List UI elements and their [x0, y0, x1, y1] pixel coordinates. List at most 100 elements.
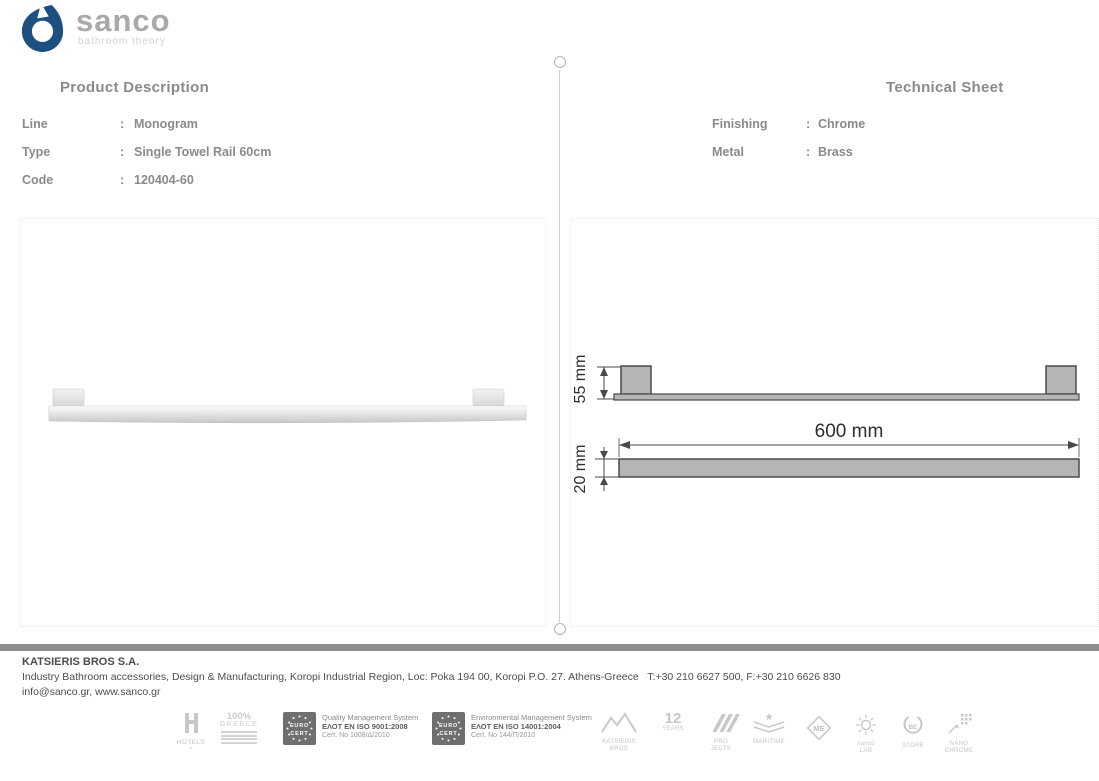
hotels-cert: HOTELS * [174, 712, 208, 753]
projects-mark: PRO JECTS [698, 712, 744, 753]
icon-label: KATSIERIS [602, 739, 636, 745]
environmental-cert-line2: ΕΛΟΤ EN ISO 14001:2004 [471, 722, 561, 731]
sanco-lab-mark: sanco LAB [843, 712, 889, 755]
quality-cert-line2: ΕΛΟΤ EN ISO 9001:2008 [322, 722, 408, 731]
me-label: ME [813, 724, 824, 733]
field-label: Finishing [712, 117, 768, 131]
icon-label: JECTS [710, 746, 732, 752]
quality-cert-line1: Quality Management System [322, 713, 419, 722]
diamond-icon: ME [806, 715, 832, 741]
towel-rail-image [48, 388, 527, 424]
field-separator: : [120, 145, 125, 159]
eurocert-quality-badge: EURO CERT [283, 712, 316, 745]
technical-drawing-panel: 55 mm 600 mm 20 mm [570, 218, 1099, 627]
field-value: Monogram [134, 117, 198, 131]
hotels-star: * [189, 746, 193, 753]
center-divider [559, 70, 560, 622]
field-row-code: Code : 120404-60 [22, 173, 542, 189]
maritime-icon [753, 713, 785, 733]
be-store-mark: BE STORE [890, 712, 936, 750]
thickness-dimension [595, 447, 619, 491]
length-dimension [618, 438, 1080, 457]
icon-label: sanco [857, 741, 875, 747]
technical-drawing: 55 mm 600 mm 20 mm [572, 355, 1080, 494]
height-dimension [597, 366, 621, 400]
maritime-mark: MARITIME [746, 712, 792, 746]
nano-grid-icon [948, 714, 972, 734]
brand-tagline: bathroom theory [78, 36, 166, 47]
product-fields: Line : Monogram Type : Single Towel Rail… [22, 117, 542, 189]
katsieris-bros-mark: KATSIERIS BROS [596, 712, 642, 753]
field-row-line: Line : Monogram [22, 117, 542, 133]
footer-divider-bar [0, 644, 1099, 651]
technical-sheet-heading: Technical Sheet [886, 79, 1004, 97]
side-view-drawing [613, 365, 1080, 401]
greece-label: GREECE [219, 721, 259, 728]
eurocert-word-top: EURO [439, 723, 458, 729]
icon-label: NANO [949, 741, 969, 747]
eurocert-stars-icon: EURO CERT [435, 715, 462, 742]
product-description-heading: Product Description [60, 79, 210, 97]
field-label: Metal [712, 145, 744, 159]
field-label: Line [22, 117, 48, 131]
eurocert-environmental-badge: EURO CERT [432, 712, 465, 745]
quality-cert-line3: Cert. No 1008/Δ/2010 [322, 732, 390, 739]
icon-label: STORE [901, 743, 925, 749]
thickness-dimension-label: 20 mm [572, 445, 589, 494]
field-value: Brass [818, 145, 853, 159]
field-separator: : [120, 173, 125, 187]
field-row-finishing: Finishing : Chrome [712, 117, 1099, 133]
eurocert-word-bottom: CERT [290, 731, 308, 737]
field-value: Chrome [818, 117, 866, 131]
environmental-cert-line3: Cert. No 144/Π/2010 [471, 732, 536, 739]
hotels-label: HOTELS [176, 739, 206, 746]
quality-cert-text: Quality Management System ΕΛΟΤ EN ISO 90… [322, 713, 418, 740]
mountains-icon [601, 712, 637, 733]
hotels-icon [185, 713, 198, 733]
field-separator: : [120, 117, 125, 131]
sun-icon [856, 715, 876, 735]
company-address: Industry Bathroom accessories, Design & … [22, 671, 841, 683]
divider-circle-bottom [554, 623, 566, 635]
brand-header: sanco bathroom theory [20, 4, 171, 52]
environmental-cert-text: Environmental Management System ΕΛΟΤ EN … [471, 713, 592, 740]
field-row-metal: Metal : Brass [712, 145, 1099, 161]
top-view-bar [618, 458, 1080, 478]
environmental-cert-line1: Environmental Management System [471, 713, 592, 722]
twelve-years-mark: 12 YEARS [650, 710, 696, 733]
technical-fields: Finishing : Chrome Metal : Brass [712, 117, 1099, 161]
eurocert-word-top: EURO [290, 723, 309, 729]
company-contact: info@sanco.gr, www.sanco.gr [22, 686, 161, 698]
product-image-panel [20, 218, 546, 627]
greece-lines-icon [218, 731, 260, 744]
icon-label: MARITIME [753, 739, 785, 745]
greece-cert: 100% GREECE [218, 712, 260, 745]
field-label: Type [22, 145, 51, 159]
brand-name: sanco [76, 3, 171, 38]
me-mark: ME [796, 712, 842, 749]
icon-label: LAB [859, 748, 873, 754]
years-number: 12 [664, 710, 682, 727]
field-label: Code [22, 173, 54, 187]
eurocert-stars-icon: EURO CERT [286, 715, 313, 742]
icon-label: BROS [609, 746, 629, 752]
field-separator: : [806, 145, 811, 159]
height-dimension-label: 55 mm [572, 355, 589, 404]
field-value: 120404-60 [134, 173, 194, 187]
greece-100-label: 100% [226, 711, 252, 722]
drop-icon: BE [903, 716, 923, 734]
icon-label: YEARS [662, 726, 684, 732]
stripes-icon [712, 714, 740, 732]
divider-circle-top [554, 56, 566, 68]
field-row-type: Type : Single Towel Rail 60cm [22, 145, 542, 161]
nano-chrome-mark: NANO CHROME [936, 712, 982, 755]
eurocert-word-bottom: CERT [439, 731, 457, 737]
field-value: Single Towel Rail 60cm [134, 145, 272, 159]
icon-label: CHROME [944, 748, 974, 754]
length-dimension-label: 600 mm [815, 421, 884, 442]
brand-text: sanco bathroom theory [76, 3, 171, 48]
company-name: KATSIERIS BROS S.A. [22, 656, 140, 668]
icon-label: PRO [714, 739, 728, 745]
be-label: BE [908, 724, 918, 731]
